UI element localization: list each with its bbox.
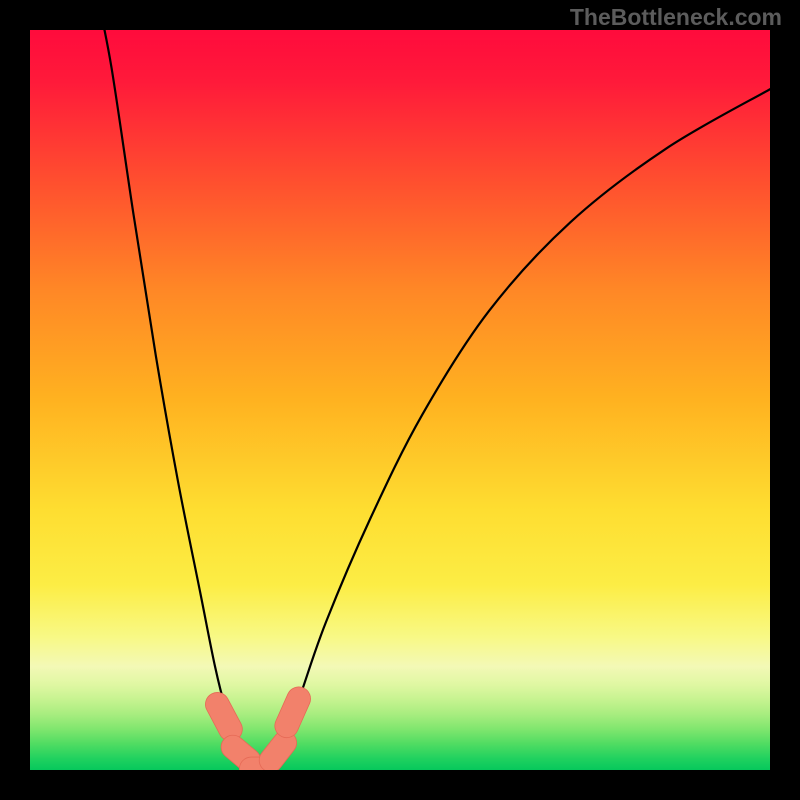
watermark: TheBottleneck.com — [570, 4, 782, 31]
gradient-background — [30, 30, 770, 770]
bottleneck-chart-plot — [30, 30, 770, 770]
